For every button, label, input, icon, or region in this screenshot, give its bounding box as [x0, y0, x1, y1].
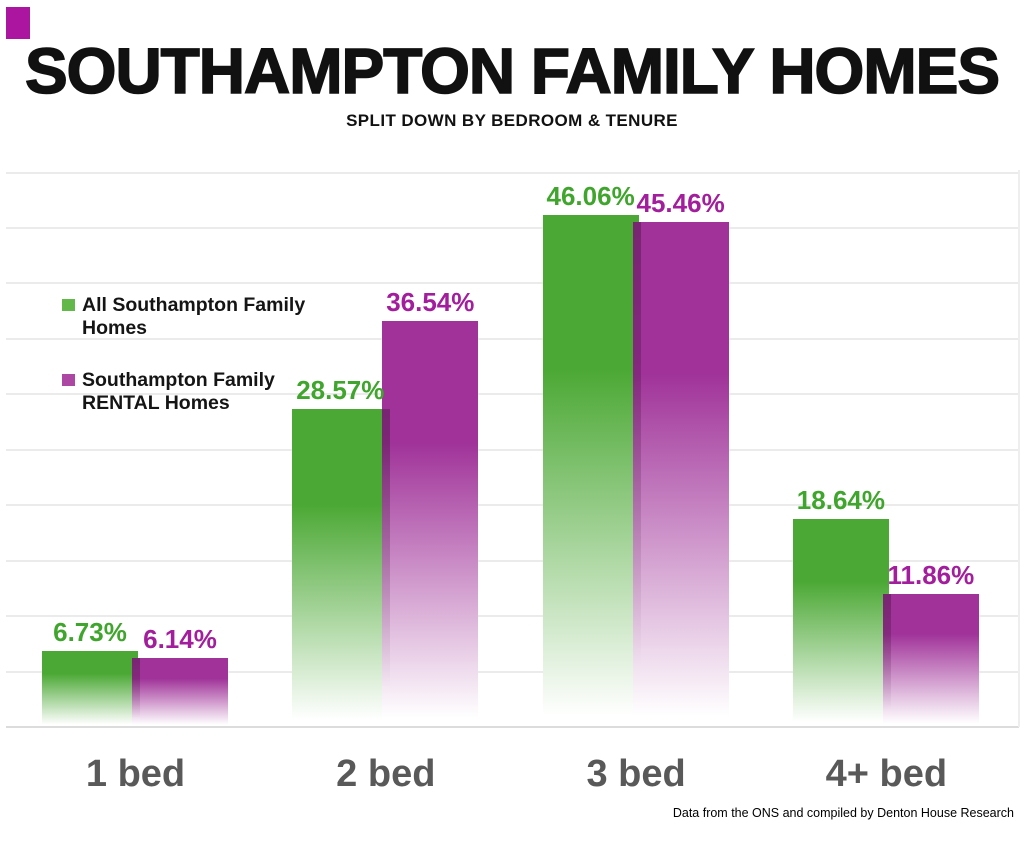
bar-all-2-bed	[292, 409, 389, 726]
category-label-4-bed: 4+ bed	[825, 753, 948, 795]
value-label-rental-3-bed: 45.46%	[636, 187, 725, 218]
gridline-10pct	[6, 615, 1019, 618]
category-label-3-bed: 3 bed	[586, 753, 686, 795]
bar-overlap-shadow	[632, 221, 641, 726]
legend-swatch-green-icon	[62, 299, 75, 311]
data-source-credit: Data from the ONS and compiled by Denton…	[672, 806, 1014, 820]
legend-label-all-homes: All Southampton Family Homes	[82, 294, 306, 339]
corner-accent-square	[6, 7, 30, 39]
value-label-all-3-bed: 46.06%	[546, 181, 635, 212]
legend: All Southampton Family Homes Southampton…	[62, 294, 312, 444]
gridline-50pct	[6, 171, 1019, 174]
gridline-45pct	[6, 226, 1019, 229]
value-label-rental-4-bed: 11.86%	[887, 560, 975, 591]
gridline-5pct	[6, 670, 1019, 673]
bar-rental-1-bed	[132, 657, 228, 726]
plot-right-border	[1018, 170, 1020, 727]
bar-all-4-bed	[792, 519, 889, 726]
value-label-all-1-bed: 6.73%	[53, 617, 127, 648]
bar-all-3-bed	[542, 215, 639, 726]
legend-label-rental-homes: Southampton Family RENTAL Homes	[82, 369, 275, 414]
legend-entry-all-homes: All Southampton Family Homes	[62, 294, 312, 340]
bar-overlap-shadow	[132, 657, 140, 726]
gridline-15pct	[6, 559, 1019, 562]
value-label-rental-2-bed: 36.54%	[386, 286, 475, 317]
gridline-20pct	[6, 504, 1019, 507]
chart-subtitle: SPLIT DOWN BY BEDROOM & TENURE	[346, 111, 678, 130]
bar-overlap-shadow	[882, 594, 891, 726]
chart-title: SOUTHAMPTON FAMILY HOMES	[24, 34, 1001, 108]
x-axis-baseline	[6, 726, 1019, 728]
bar-rental-4-bed	[882, 594, 979, 726]
gridline-40pct	[6, 282, 1019, 285]
gridline-25pct	[6, 448, 1019, 451]
gridline-35pct	[6, 337, 1019, 340]
legend-entry-rental-homes: Southampton Family RENTAL Homes	[62, 369, 312, 415]
value-label-all-2-bed: 28.57%	[296, 375, 385, 406]
bar-overlap-shadow	[382, 409, 391, 726]
category-label-2-bed: 2 bed	[336, 753, 436, 795]
category-label-1-bed: 1 bed	[85, 753, 186, 795]
legend-swatch-magenta-icon	[62, 374, 75, 386]
bar-rental-2-bed	[382, 320, 479, 726]
value-label-rental-1-bed: 6.14%	[143, 623, 217, 654]
gridline-30pct	[6, 393, 1019, 396]
bar-all-1-bed	[42, 651, 138, 726]
bar-rental-3-bed	[632, 221, 729, 726]
value-label-all-4-bed: 18.64%	[796, 485, 885, 516]
